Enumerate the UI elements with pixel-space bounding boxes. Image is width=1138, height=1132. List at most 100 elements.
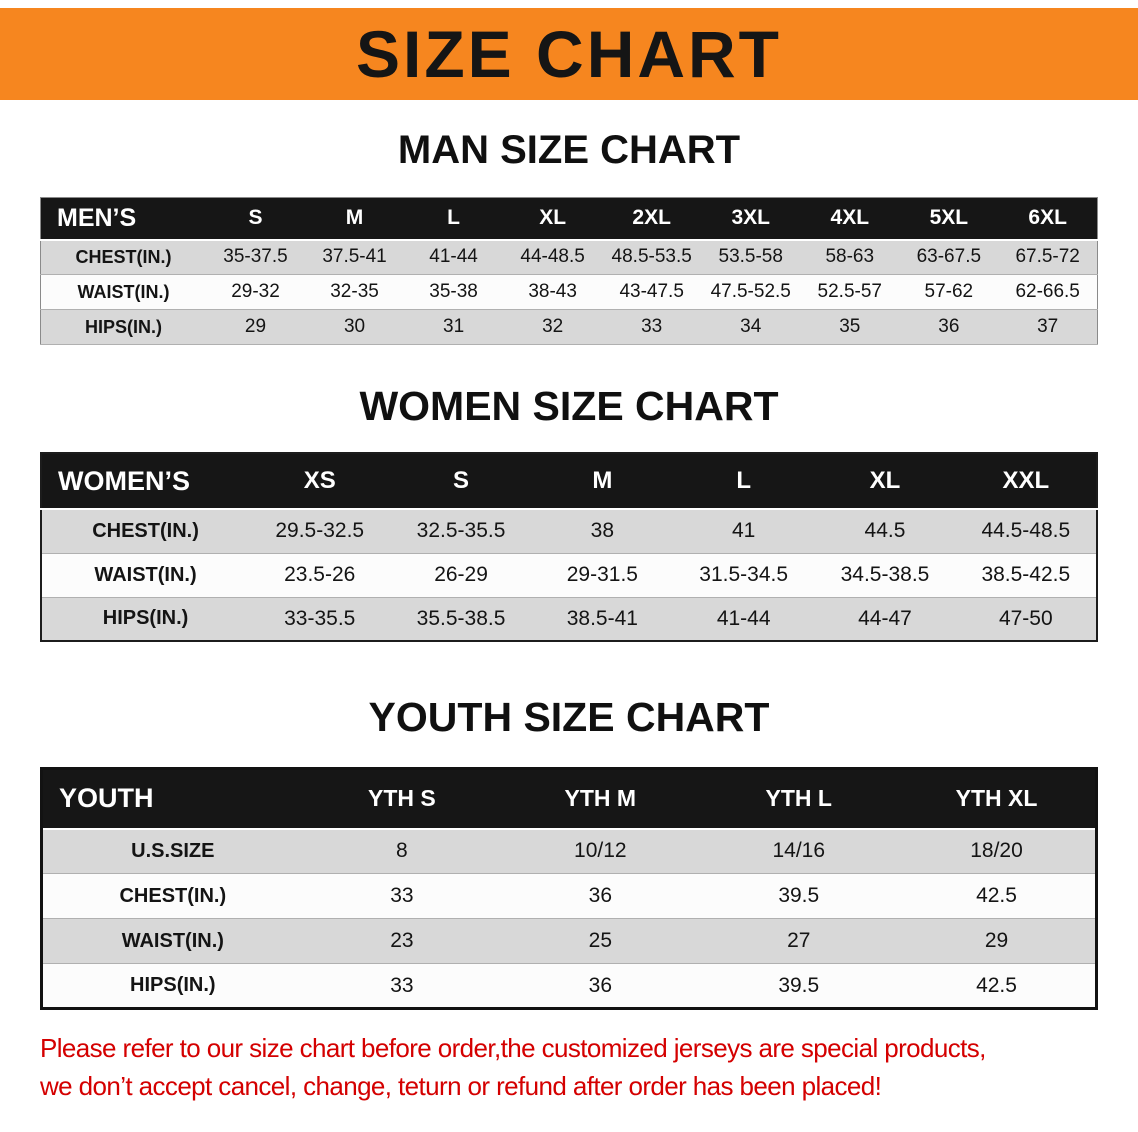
size-column-header: XL: [869, 467, 901, 494]
size-value-cell: 8: [396, 839, 408, 863]
size-value-cell: 35-38: [429, 281, 478, 302]
row-label-cell: HIPS(IN.): [102, 607, 189, 630]
size-value-cell: 29: [984, 929, 1009, 952]
size-value-cell: 23: [390, 929, 414, 952]
size-value-cell: 44-48.5: [520, 246, 585, 268]
size-column-header: L: [447, 206, 460, 230]
size-value-cell: 32-35: [330, 281, 379, 302]
size-column-header: 5XL: [929, 206, 969, 230]
size-value-cell: 10/12: [574, 839, 627, 863]
size-value-cell: 27: [787, 929, 811, 952]
women-size-chart-heading: WOMEN SIZE CHART: [359, 383, 779, 429]
size-value-cell: 29-32: [231, 281, 280, 302]
size-table-header-row: YOUTH YTH S YTH M YTH L YTH XL: [41, 768, 1097, 829]
size-value-cell: 34.5-38.5: [840, 563, 930, 586]
size-table-header-row: WOMEN’S XS S M L XL XXL: [41, 453, 1097, 509]
size-column-header: XXL: [1002, 467, 1050, 494]
size-value-cell: 47-50: [998, 606, 1053, 630]
size-value-cell: 14/16: [772, 839, 826, 863]
size-value-cell: 63-67.5: [916, 246, 982, 268]
size-value-cell: 23.5-26: [284, 563, 356, 586]
size-value-cell: 48.5-53.5: [611, 246, 692, 268]
row-label-cell: HIPS(IN.): [84, 316, 162, 337]
size-column-header: 3XL: [731, 206, 770, 230]
size-column-header: XL: [539, 206, 567, 230]
size-column-header: 6XL: [1028, 206, 1067, 230]
size-value-cell: 29: [244, 316, 267, 337]
size-value-cell: 34: [740, 316, 762, 337]
size-chart-banner: SIZE CHART: [0, 8, 1138, 100]
size-value-cell: 31: [443, 316, 465, 337]
size-value-cell: 62-66.5: [1015, 281, 1080, 302]
size-value-cell: 37.5-41: [322, 246, 387, 268]
size-value-cell: 29-31.5: [566, 563, 638, 586]
man-size-table-head: MEN’S S M L XL 2XL 3XL 4XL 5XL 6XL: [40, 197, 1098, 240]
man-size-chart-heading: MAN SIZE CHART: [397, 128, 741, 172]
size-column-header: S: [248, 206, 263, 230]
disclaimer-line-2: we don’t accept cancel, change, teturn o…: [40, 1070, 882, 1101]
size-table-row: CHEST(IN.) 33 36 39.5 42.5: [41, 873, 1097, 919]
row-label-cell: WAIST(IN.): [121, 929, 224, 952]
size-value-cell: 37: [1037, 316, 1059, 337]
size-value-cell: 29.5-32.5: [275, 519, 365, 543]
size-value-cell: 52.5-57: [817, 281, 882, 302]
youth-size-table-body: U.S.SIZE 8 10/12 14/16 18/20 CHEST(IN.) 33 36 39…: [41, 828, 1097, 1009]
size-value-cell: 33: [390, 884, 414, 907]
size-value-cell: 38.5-42.5: [981, 563, 1071, 586]
row-label-cell: CHEST(IN.): [92, 519, 199, 542]
man-size-table: MEN’S S M L XL 2XL 3XL 4XL 5XL 6XL CHEST(IN.) 35-3…: [40, 197, 1098, 345]
size-column-header: YTH L: [765, 785, 832, 812]
size-value-cell: 26-29: [434, 563, 488, 586]
size-table-row: HIPS(IN.) 33 36 39.5 42.5: [41, 963, 1097, 1009]
size-value-cell: 36: [588, 884, 612, 907]
size-column-header: 4XL: [830, 206, 870, 230]
size-value-cell: 25: [588, 929, 612, 952]
size-value-cell: 31.5-34.5: [699, 563, 789, 586]
size-table-row: WAIST(IN.) 23 25 27 29: [41, 918, 1097, 964]
size-value-cell: 30: [343, 316, 366, 337]
size-column-header: 2XL: [632, 206, 671, 230]
size-value-cell: 38.5-41: [566, 606, 638, 630]
size-value-cell: 42.5: [976, 973, 1017, 997]
size-column-header: YTH S: [368, 785, 436, 812]
size-value-cell: 41: [731, 519, 756, 543]
size-value-cell: 38-43: [528, 281, 577, 302]
size-table-header-row: MEN’S S M L XL 2XL 3XL 4XL 5XL 6XL: [40, 197, 1098, 240]
size-column-header: L: [736, 467, 751, 494]
size-value-cell: 38: [590, 519, 615, 543]
size-column-header: M: [592, 467, 613, 494]
size-value-cell: 35-37.5: [223, 246, 288, 268]
size-value-cell: 44.5-48.5: [981, 519, 1071, 543]
size-column-header: XS: [303, 467, 336, 494]
size-value-cell: 47.5-52.5: [710, 281, 791, 302]
size-column-header: YTH M: [564, 785, 637, 812]
size-value-cell: 36: [588, 973, 612, 997]
size-value-cell: 44.5: [864, 519, 906, 543]
youth-size-chart-heading: YOUTH SIZE CHART: [368, 694, 770, 740]
row-label-cell: WAIST(IN.): [94, 563, 197, 586]
size-table-row: CHEST(IN.) 35-37.5 37.5-41 41-44 44-48.5 48.5…: [40, 239, 1098, 275]
size-value-cell: 33-35.5: [284, 606, 356, 630]
size-value-cell: 32.5-35.5: [416, 519, 506, 543]
size-column-header: S: [453, 467, 470, 494]
size-value-cell: 33: [641, 316, 663, 337]
size-table-row: HIPS(IN.) 33-35.5 35.5-38.5 38.5-41 41-44 44-…: [41, 597, 1097, 641]
row-label-cell: CHEST(IN.): [75, 246, 172, 267]
size-value-cell: 41-44: [716, 606, 771, 630]
disclaimer-note: Please refer to our size chart before or…: [40, 1030, 1098, 1105]
women-size-table-head: WOMEN’S XS S M L XL XXL: [41, 453, 1097, 509]
size-value-cell: 39.5: [778, 973, 820, 997]
size-value-cell: 36: [938, 316, 960, 337]
size-value-cell: 35.5-38.5: [416, 606, 506, 630]
size-table-row: U.S.SIZE 8 10/12 14/16 18/20: [41, 828, 1097, 874]
size-column-header: YTH XL: [955, 785, 1038, 812]
women-size-table: WOMEN’S XS S M L XL XXL CHEST(IN.) 29.5-32.5 32.…: [40, 452, 1098, 642]
banner-title: SIZE CHART: [356, 17, 782, 91]
youth-size-table: YOUTH YTH S YTH M YTH L YTH XL U.S.SIZE 8 10/1…: [40, 767, 1098, 1010]
row-label-cell: U.S.SIZE: [131, 839, 215, 862]
size-value-cell: 33: [390, 973, 414, 997]
size-value-cell: 44-47: [858, 606, 912, 630]
disclaimer-line-1: Please refer to our size chart before or…: [40, 1033, 986, 1063]
size-table-row: WAIST(IN.) 29-32 32-35 35-38 38-43 43-47.5 47.…: [40, 274, 1098, 310]
